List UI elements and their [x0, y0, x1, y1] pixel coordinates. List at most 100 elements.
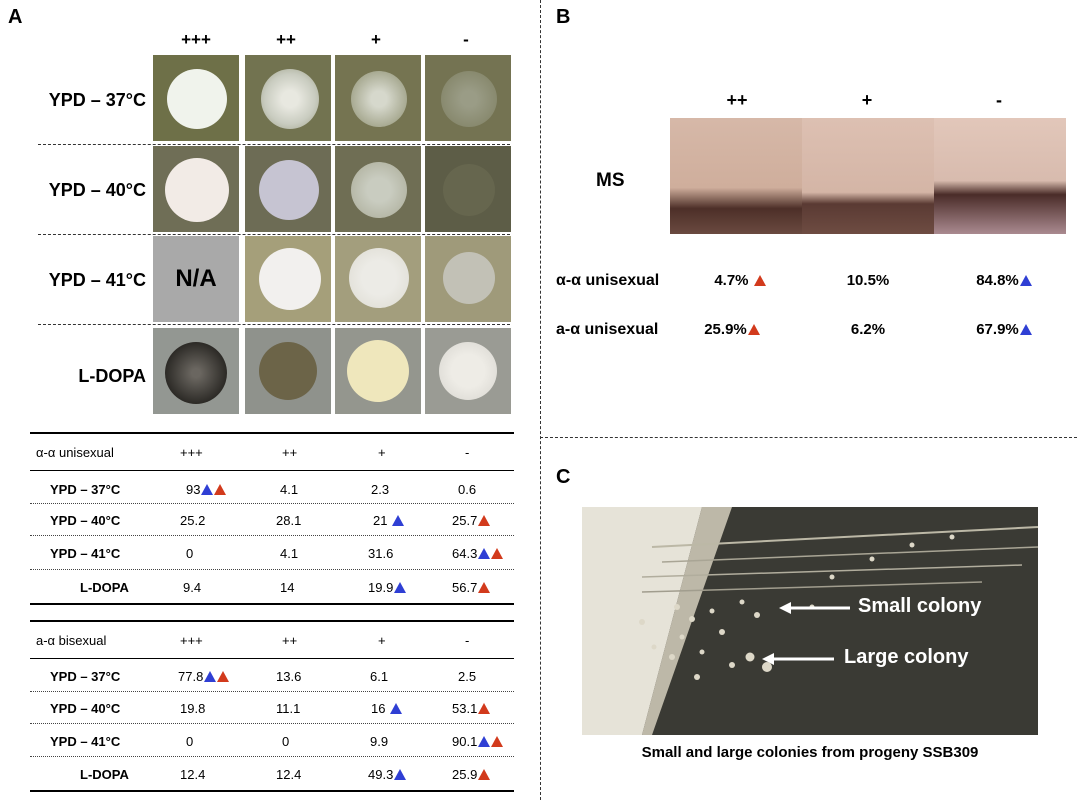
table1-header: +	[378, 445, 386, 460]
table-row: 49.3	[368, 767, 407, 782]
plate-image	[335, 146, 421, 232]
table-cell: 6.2%	[850, 321, 886, 338]
plate-image	[245, 146, 331, 232]
table2-row-label: YPD – 37°C	[50, 669, 121, 684]
blue-triangle-icon	[1019, 275, 1032, 286]
table-cell: 0.6	[458, 482, 477, 497]
plate-image	[425, 328, 511, 414]
table-cell: 6.1	[370, 669, 389, 684]
table-cell: 10.5%	[846, 272, 890, 289]
table-row: 25.9%	[672, 321, 792, 338]
table-row: 21	[373, 513, 405, 528]
red-triangle-icon	[478, 769, 491, 780]
red-triangle-icon	[478, 582, 491, 593]
table-rule	[30, 790, 514, 792]
blue-triangle-icon	[478, 548, 491, 559]
table-rule	[30, 470, 514, 471]
plate-image	[153, 55, 239, 141]
ms-image	[802, 118, 934, 234]
divider-b-c	[540, 437, 1077, 438]
row-separator	[38, 234, 510, 235]
row-label-ypd40: YPD – 40°C	[48, 180, 146, 200]
b-row-label: α-α unisexual	[556, 272, 660, 289]
table-rule	[30, 658, 514, 659]
table1-header: ++	[282, 445, 298, 460]
table2-header: -	[465, 633, 470, 648]
table1-row-label: YPD – 37°C	[50, 482, 121, 497]
table-row: 56.7	[452, 580, 491, 595]
red-triangle-icon	[491, 736, 504, 747]
table-cell: 11.1	[276, 701, 301, 716]
panel-c-caption: Small and large colonies from progeny SS…	[641, 744, 979, 761]
row-label-ypd41: YPD – 41°C	[48, 270, 146, 290]
table1-title: α-α unisexual	[36, 445, 114, 460]
row-label-ypd37: YPD – 37°C	[48, 90, 146, 110]
blue-triangle-icon	[394, 769, 407, 780]
red-triangle-icon	[478, 515, 491, 526]
ms-image	[934, 118, 1066, 234]
row-separator	[30, 691, 514, 692]
red-triangle-icon	[491, 548, 504, 559]
table2-row-label: YPD – 40°C	[50, 701, 121, 716]
b-col-header-3: -	[996, 90, 1002, 110]
blue-triangle-icon	[478, 736, 491, 747]
table-cell: 9.9	[370, 734, 389, 749]
table-cell: 31.6	[368, 546, 394, 561]
blue-triangle-icon	[201, 484, 214, 495]
table2-row-label: L-DOPA	[80, 767, 129, 782]
panel-label-a: A	[8, 6, 23, 28]
table1-header: -	[465, 445, 470, 460]
plate-image	[153, 146, 239, 232]
table-cell: 4.1	[280, 546, 299, 561]
small-colony-label: Small colony	[858, 595, 982, 617]
table-row: 4.7%	[680, 272, 800, 289]
plate-image	[245, 236, 331, 322]
plate-image	[335, 328, 421, 414]
row-separator	[30, 723, 514, 724]
plate-image	[245, 55, 331, 141]
plate-image	[335, 236, 421, 322]
blue-triangle-icon	[1019, 324, 1032, 335]
colony-photo: Small colony Large colony	[582, 507, 1038, 735]
table-row: 67.9%	[944, 321, 1064, 338]
plate-image	[153, 328, 239, 414]
arrow-icon	[762, 602, 850, 665]
row-separator	[30, 535, 514, 536]
colony-photo-art	[582, 507, 1038, 735]
row-label-ldopa: L-DOPA	[78, 366, 146, 386]
table-cell: 2.5	[458, 669, 477, 684]
table-row: 25.9	[452, 767, 491, 782]
panel-label-b: B	[556, 6, 571, 28]
row-separator	[30, 756, 514, 757]
table-row: 25.7	[452, 513, 491, 528]
table-row: 84.8%	[944, 272, 1064, 289]
table2-title: a-α bisexual	[36, 633, 107, 648]
table-row: 77.8	[178, 669, 230, 684]
table-cell: 12.4	[180, 767, 206, 782]
table-cell: 14	[280, 580, 295, 595]
ms-image	[670, 118, 802, 234]
row-separator	[38, 144, 510, 145]
table2-header: +	[378, 633, 386, 648]
table1-row-label: YPD – 40°C	[50, 513, 121, 528]
table-cell: 19.8	[180, 701, 206, 716]
blue-triangle-icon	[204, 671, 217, 682]
blue-triangle-icon	[392, 515, 405, 526]
col-header-1: +++	[181, 30, 211, 49]
table-cell: 0	[282, 734, 290, 749]
plate-image	[425, 236, 511, 322]
col-header-2: ++	[276, 30, 296, 49]
table2-header: ++	[282, 633, 298, 648]
table-row: 64.3	[452, 546, 504, 561]
panel-label-c: C	[556, 466, 571, 488]
col-header-4: -	[463, 30, 469, 49]
red-triangle-icon	[747, 324, 760, 335]
na-label: N/A	[175, 265, 217, 292]
table-cell: 2.3	[371, 482, 390, 497]
b-row-label: a-α unisexual	[556, 321, 659, 338]
table-cell: 12.4	[276, 767, 302, 782]
row-separator	[30, 569, 514, 570]
table-cell: 4.1	[280, 482, 299, 497]
table-cell: 13.6	[276, 669, 302, 684]
red-triangle-icon	[214, 484, 227, 495]
